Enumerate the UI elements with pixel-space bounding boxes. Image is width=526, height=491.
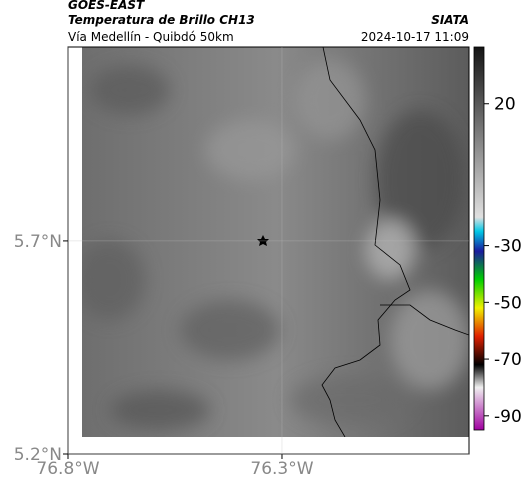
colorbar-tick-label: -30	[494, 237, 522, 257]
colorbar-tick-label: -50	[494, 293, 522, 313]
satellite-image	[82, 47, 469, 437]
datetime: 2024-10-17 11:09	[361, 30, 469, 44]
y-tick-label: 5.7°N	[14, 232, 62, 252]
colorbar-tick-label: -90	[494, 407, 522, 427]
subtitle: Temperatura de Brillo CH13	[68, 13, 255, 27]
x-tick-label: 76.3°W	[250, 459, 313, 479]
source: SIATA	[431, 13, 469, 27]
x-tick-label: 76.8°W	[36, 459, 99, 479]
title: GOES-EAST	[68, 0, 145, 12]
location: Vía Medellín - Quibdó 50km	[68, 30, 234, 44]
y-tick-label: 5.2°N	[14, 445, 62, 465]
colorbar-tick-label: 20	[494, 95, 516, 115]
colorbar	[473, 46, 485, 431]
colorbar-tick-label: -70	[494, 350, 522, 370]
